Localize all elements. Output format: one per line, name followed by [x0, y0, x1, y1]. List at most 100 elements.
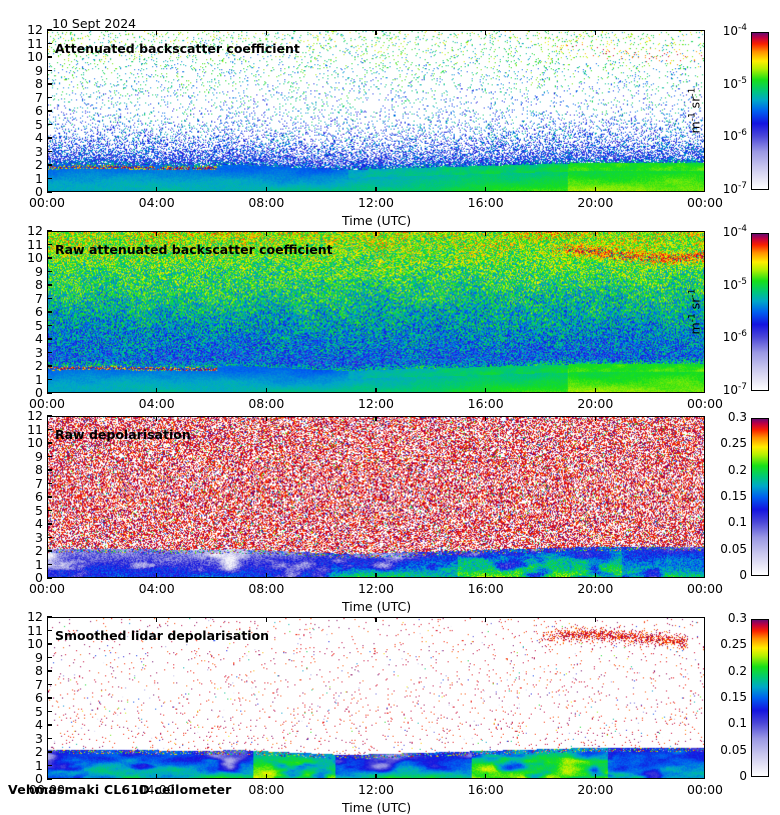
x-tickmark-top	[265, 30, 268, 35]
y-tickmark	[47, 42, 52, 45]
x-tickmark-top	[484, 30, 487, 35]
y-tick-label: 2	[35, 358, 43, 373]
y-tick-label: 8	[35, 76, 43, 91]
x-tickmark-top	[484, 231, 487, 236]
x-tickmark-top	[375, 416, 377, 421]
colorbar-tick-label: 10-5	[722, 75, 747, 91]
colorbar-tick-label: 0.25	[720, 637, 747, 652]
x-tick-label: 00:00	[28, 396, 66, 411]
x-tickmark	[155, 388, 158, 393]
y-tick-label: 7	[35, 676, 43, 692]
y-tickmark	[47, 778, 52, 780]
y-tick-label: 10	[27, 49, 43, 64]
y-tick-label: 2	[35, 744, 43, 759]
x-tickmark	[155, 573, 158, 578]
y-tickmark	[47, 284, 52, 286]
y-tick-label: 10	[27, 250, 43, 265]
y-tickmark	[47, 177, 52, 180]
x-tickmark	[375, 573, 377, 578]
colorbar-tick-label: 0.15	[720, 690, 747, 704]
y-tickmark	[47, 324, 52, 327]
y-tick-label: 4	[35, 516, 43, 531]
y-tick-label: 1	[35, 556, 43, 572]
x-axis-label: Time (UTC)	[342, 800, 412, 815]
x-tickmark-top	[594, 617, 597, 622]
colorbar-gradient	[752, 419, 768, 575]
x-tick-label: 00:00	[686, 782, 724, 797]
y-tickmark	[47, 110, 52, 112]
colorbar-tick-label: 10-4	[722, 23, 747, 38]
y-tick-label: 6	[35, 690, 43, 705]
colorbar-tick-label: 10-6	[722, 329, 747, 345]
y-tickmark	[47, 710, 52, 713]
x-tickmark-top	[484, 416, 487, 421]
colorbar-raw-depolarisation	[751, 418, 769, 576]
x-tickmark-top	[594, 30, 597, 35]
y-tick-label: 0	[35, 184, 43, 199]
x-tick-label: 20:00	[577, 581, 614, 596]
x-tick-label: 04:00	[138, 581, 175, 596]
y-tickmark	[47, 656, 52, 659]
x-tickmark	[594, 573, 597, 578]
y-tickmark	[47, 616, 52, 618]
x-tick-label: 08:00	[248, 396, 285, 411]
y-tickmark	[47, 96, 52, 99]
x-tick-label: 16:00	[467, 581, 504, 596]
date-label: 10 Sept 2024	[52, 16, 137, 31]
y-tick-label: 11	[27, 236, 43, 252]
x-tickmark	[265, 187, 268, 192]
y-tickmark	[47, 428, 52, 431]
colorbar-tick-label: 0.3	[727, 410, 747, 424]
plot-area-raw-attenuated-backscatter[interactable]	[47, 231, 705, 393]
y-tick-label: 5	[35, 116, 43, 132]
x-tickmark-top	[375, 231, 377, 236]
y-tickmark	[47, 643, 52, 645]
colorbar-attenuated-backscatter	[751, 32, 769, 190]
y-tick-label: 9	[35, 62, 43, 78]
y-tick-label: 8	[35, 277, 43, 292]
x-tick-label: 04:00	[138, 396, 175, 411]
x-tick-label: 20:00	[577, 396, 614, 411]
y-tick-label: 5	[35, 703, 43, 719]
y-tickmark	[47, 536, 52, 539]
x-tick-label: 00:00	[28, 782, 66, 797]
colorbar-tick-label: 0.3	[727, 611, 747, 625]
y-tick-label: 3	[35, 344, 43, 360]
x-tickmark-top	[265, 416, 268, 421]
x-tickmark	[265, 573, 268, 578]
y-tick-label: 1	[35, 371, 43, 387]
x-tick-label: 08:00	[248, 581, 285, 596]
x-tick-label: 00:00	[28, 195, 66, 210]
colorbar-tick-label: 0.1	[727, 515, 747, 530]
x-tickmark	[375, 187, 377, 192]
colorbar-tick-label: 0.05	[720, 541, 747, 556]
y-tickmark	[47, 523, 52, 525]
colorbar-tick-label: 0.25	[720, 436, 747, 451]
y-tick-label: 2	[35, 157, 43, 172]
colorbar-tick-label: 0.2	[727, 462, 747, 477]
plot-area-attenuated-backscatter[interactable]	[47, 30, 705, 192]
x-axis-label: Time (UTC)	[342, 213, 412, 228]
plot-area-raw-depolarisation[interactable]	[47, 416, 705, 578]
y-tick-label: 9	[35, 263, 43, 279]
y-tickmark	[47, 509, 52, 512]
colorbar-smoothed-lidar-depolarisation	[751, 619, 769, 777]
y-tick-label: 12	[27, 408, 43, 423]
x-tick-label: 20:00	[577, 195, 614, 210]
y-tickmark	[47, 392, 52, 394]
y-tickmark	[47, 311, 52, 313]
x-axis-label: Time (UTC)	[342, 599, 412, 614]
y-tickmark	[47, 415, 52, 417]
plot-area-smoothed-lidar-depolarisation[interactable]	[47, 617, 705, 779]
x-tickmark	[265, 388, 268, 393]
x-tick-label: 12:00	[357, 782, 395, 797]
colorbar-gradient	[752, 620, 768, 776]
y-tick-label: 8	[35, 462, 43, 477]
x-tickmark-top	[155, 416, 158, 421]
site-label: Vehmasmaki CL61D ceilometer	[8, 782, 232, 797]
y-tick-label: 8	[35, 663, 43, 678]
y-tick-label: 12	[27, 223, 43, 238]
y-tickmark	[47, 137, 52, 139]
x-tickmark	[594, 388, 597, 393]
